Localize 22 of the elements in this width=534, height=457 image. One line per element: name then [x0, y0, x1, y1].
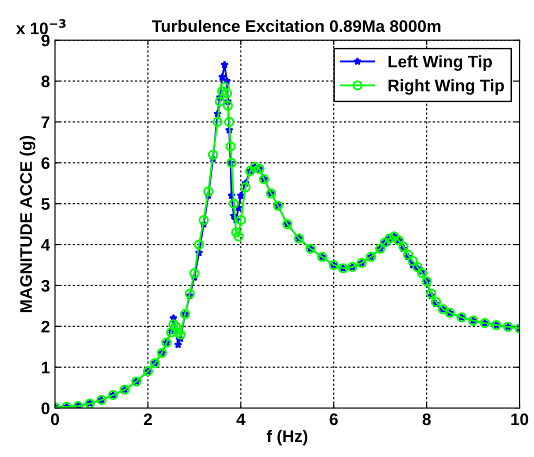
x-tick-label: 10 [511, 413, 528, 426]
y-tick-label: 7 [42, 116, 50, 128]
chart-title: Turbulence Excitation 0.89Ma 8000m [152, 20, 440, 32]
text: x 10$^{−3}$ [16, 19, 66, 34]
y-tick-label: 0 [42, 402, 50, 414]
y-tick-label: 3 [41, 280, 50, 292]
x-tick-label: 6 [330, 413, 338, 426]
y-tick-label: 5 [41, 198, 50, 210]
x-tick-label: 0 [51, 413, 59, 426]
x-axis-title: f (Hz) [266, 430, 308, 446]
y-tick-label: 2 [41, 320, 50, 332]
legend-label: Left Wing Tip [388, 55, 492, 71]
x-tick-label: 4 [236, 414, 246, 426]
y-tick-label: 6 [41, 157, 50, 170]
y-tick-label: 8 [41, 75, 50, 88]
x-tick-label: 2 [144, 413, 152, 426]
y-tick-label: 9 [41, 34, 50, 46]
x-tick-label: 8 [422, 413, 431, 426]
legend-label: Right Wing Tip [388, 79, 504, 95]
y-tick-label: 4 [41, 239, 50, 251]
y-axis-title: MAGNITUDE ACCE (g) [20, 136, 36, 312]
y-tick-label: 1 [42, 362, 50, 374]
